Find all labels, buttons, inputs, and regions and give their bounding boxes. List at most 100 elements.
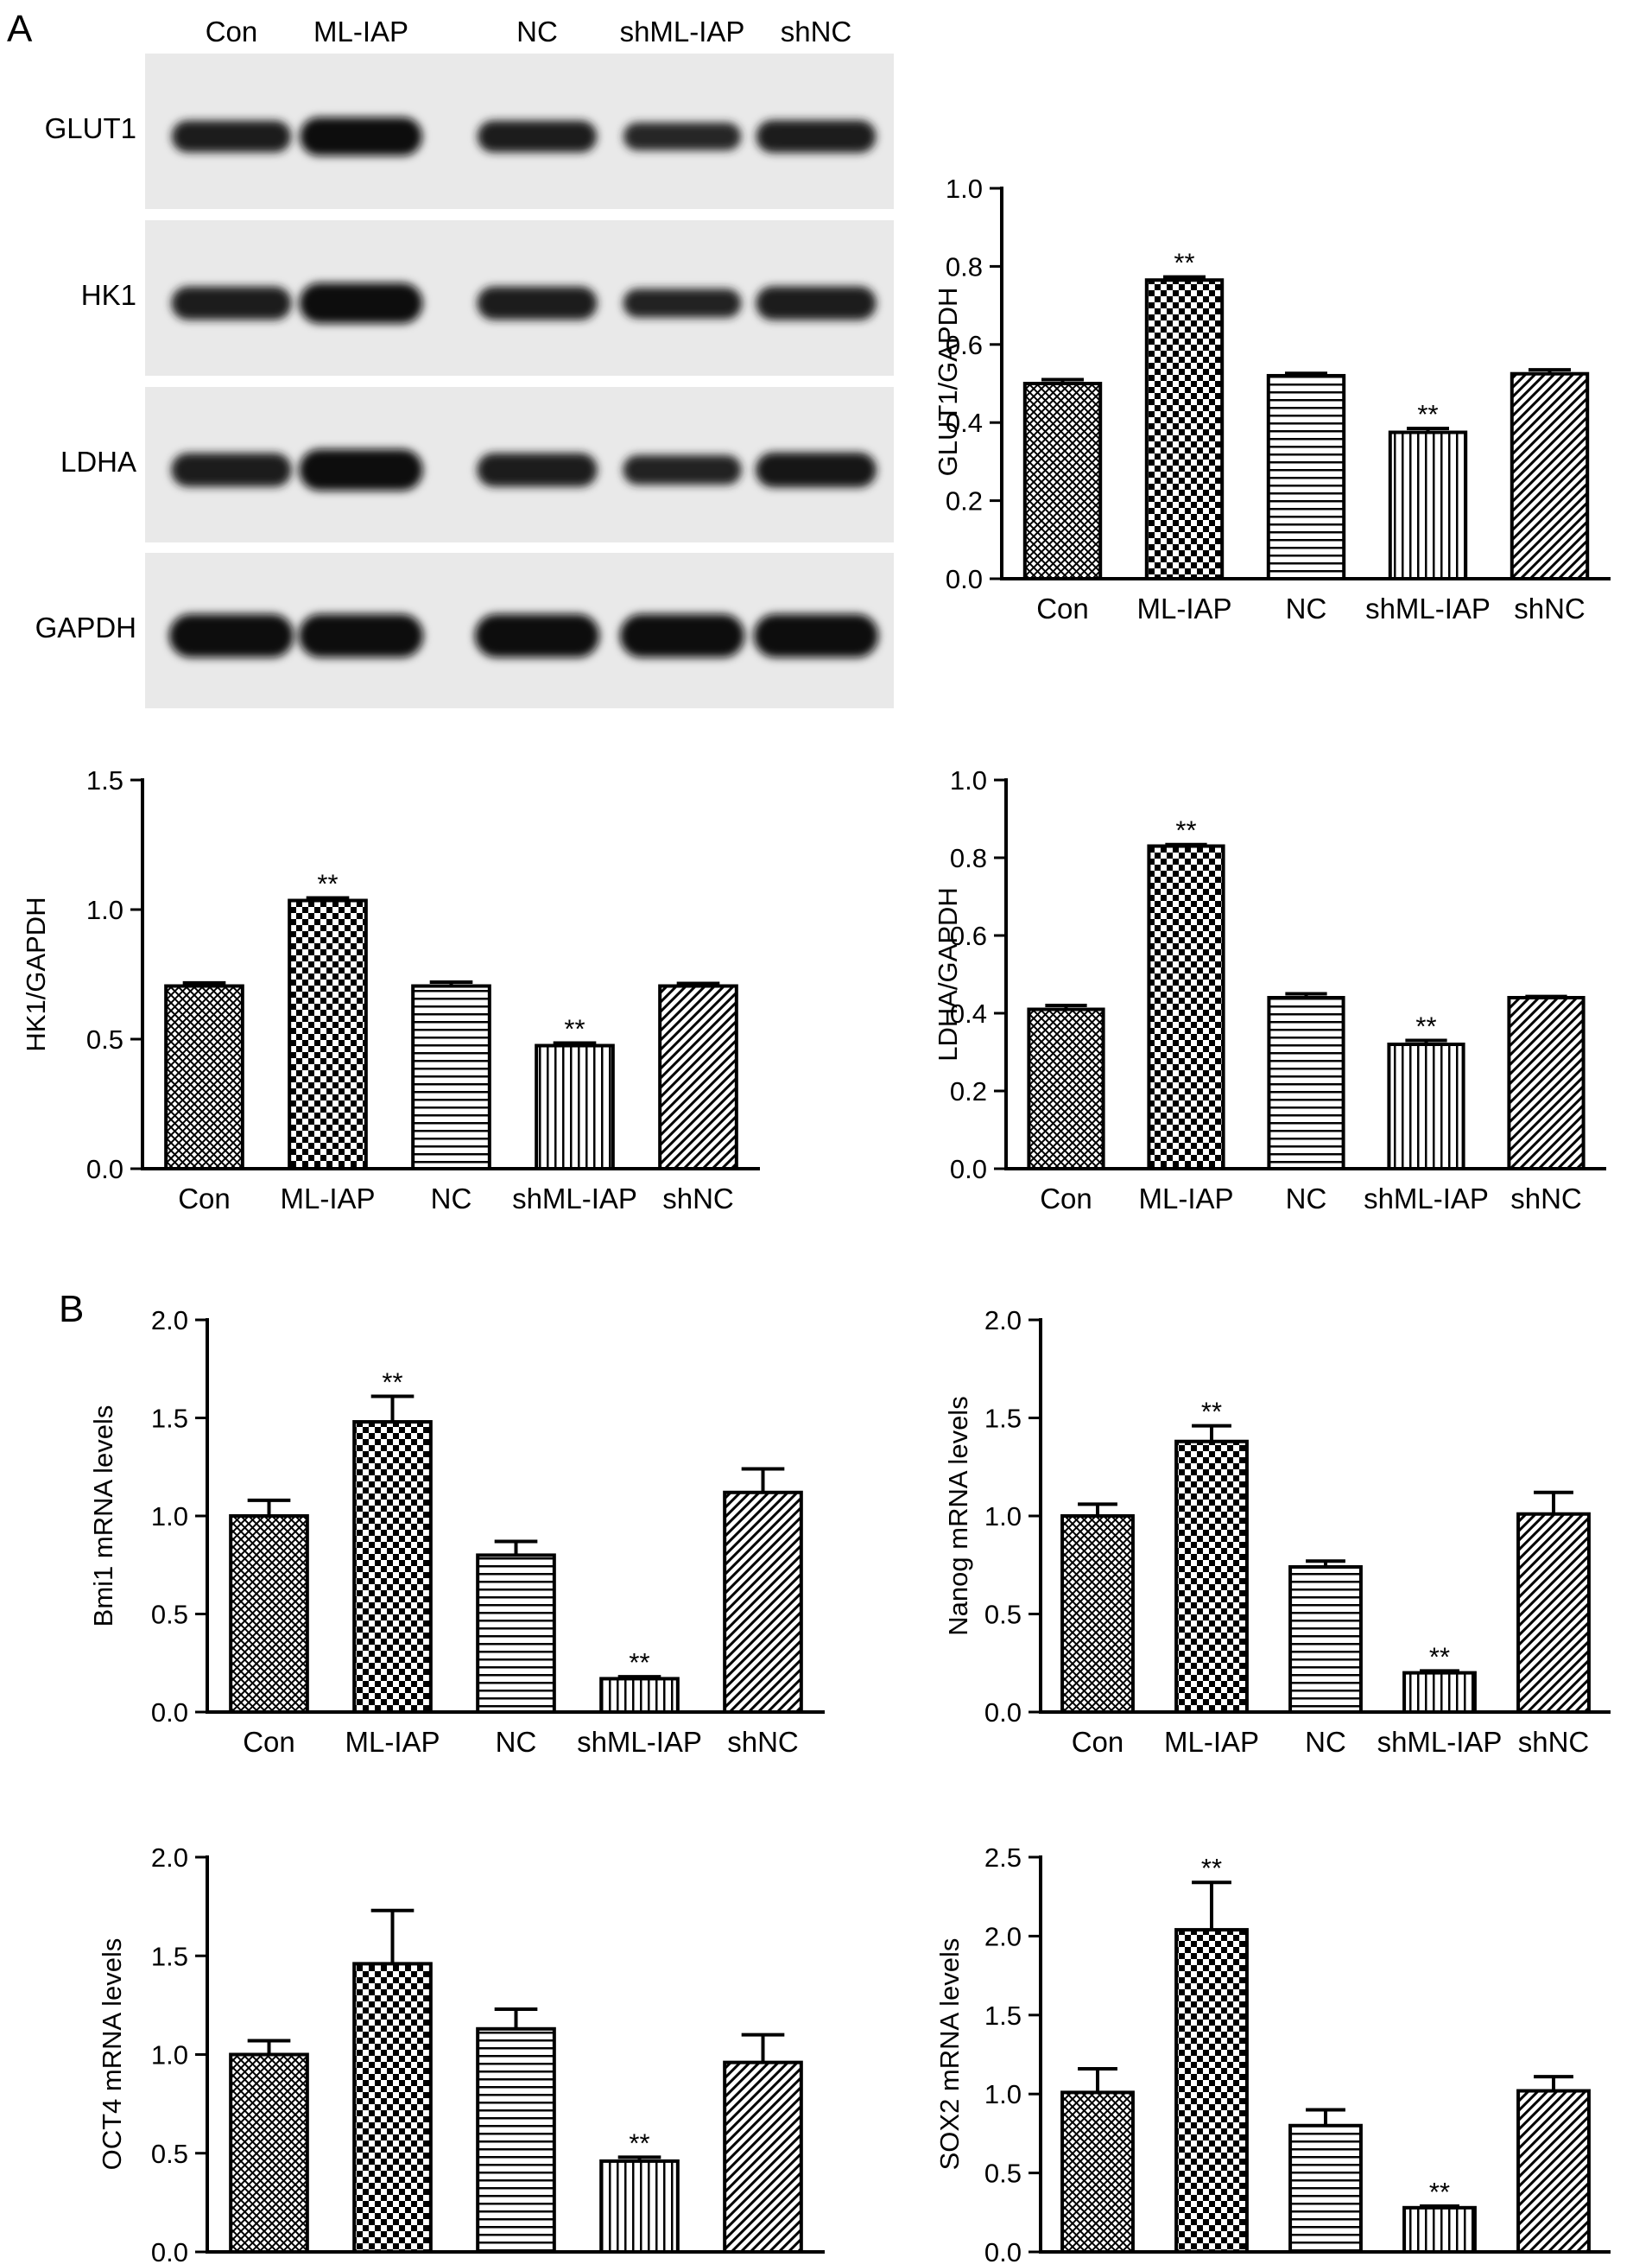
blot-band-gapdh-ml-iap <box>298 613 424 658</box>
bar-shnc <box>723 1490 803 1715</box>
bar-nc <box>1288 1565 1363 1715</box>
blot-band-ldha-con <box>171 453 292 487</box>
blot-column-label-nc: NC <box>516 16 558 48</box>
blot-band-glut1-con <box>171 120 292 153</box>
significance-marker: ** <box>1415 1012 1436 1042</box>
bar-ml-iap <box>288 898 368 1170</box>
y-tick-label: 0.0 <box>984 1697 1022 1728</box>
bar-shnc <box>723 2060 803 2254</box>
bar-shnc <box>658 984 738 1170</box>
x-tick-label-ml-iap: ML-IAP <box>1164 1726 1259 1758</box>
y-tick-label: 0.5 <box>86 1024 123 1055</box>
bar-nc <box>1267 996 1345 1170</box>
x-tick-label-shnc: shNC <box>1510 1183 1582 1214</box>
chart-hk1-gapdh: 0.0 0.5 1.0 1.5 HK1/GAPDH Con ** ML-IAP NC ** shML… <box>21 765 760 1214</box>
x-tick-label-ml-iap: ML-IAP <box>345 1726 440 1758</box>
y-tick-label: 1.0 <box>946 174 983 204</box>
y-tick-label: 2.5 <box>984 1842 1022 1873</box>
y-axis-label: GLUT1/GAPDH <box>933 288 963 477</box>
blot-band-gapdh-con <box>168 613 294 658</box>
blot-band-hk1-nc <box>477 286 598 320</box>
panel-label-b: B <box>59 1288 84 1330</box>
x-tick-label-con: Con <box>178 1183 231 1214</box>
blot-column-labels: Con ML-IAP NC shML-IAP shNC <box>206 16 852 48</box>
y-tick-label: 0.5 <box>984 2159 1022 2189</box>
y-tick-label: 2.0 <box>984 1921 1022 1951</box>
panel-label-a: A <box>7 8 33 50</box>
bar-nc <box>411 984 491 1170</box>
bar-ml-iap <box>352 1420 433 1715</box>
y-tick-label: 0.5 <box>151 1600 188 1630</box>
y-tick-label: 0.6 <box>946 330 983 360</box>
blot-band-ldha-shnc <box>756 452 877 488</box>
significance-marker: ** <box>1201 1853 1222 1883</box>
y-tick-label: 2.0 <box>151 1842 188 1873</box>
y-axis-label: HK1/GAPDH <box>21 897 51 1051</box>
x-tick-label-nc: NC <box>431 1183 472 1214</box>
y-tick-label: 1.5 <box>984 1404 1022 1434</box>
x-tick-label-con: Con <box>1036 593 1089 625</box>
blot-row-label: GLUT1 <box>45 112 136 144</box>
blot-row-ldha: LDHA <box>60 387 894 542</box>
bar-shml-iap <box>599 2159 680 2254</box>
y-tick-label: 0.8 <box>950 843 987 873</box>
bar-shml-iap <box>535 1043 615 1170</box>
y-tick-label: 0.0 <box>950 1154 987 1184</box>
bar-shml-iap <box>1402 1671 1477 1714</box>
blot-band-glut1-nc <box>477 120 598 153</box>
bar-shnc <box>1516 1512 1591 1714</box>
blot-rows: GLUT1 HK1 LDHA GAPDH <box>35 54 894 708</box>
x-tick-label-con: Con <box>1072 1726 1124 1758</box>
blot-band-ldha-nc <box>477 453 598 487</box>
y-tick-label: 0.5 <box>151 2139 188 2169</box>
bar-shml-iap <box>1387 1043 1465 1170</box>
blot-row-label: HK1 <box>81 279 136 311</box>
bar-con <box>1060 1514 1135 1714</box>
y-tick-label: 2.0 <box>151 1305 188 1335</box>
chart-nanog-mrna: 0.0 0.5 1.0 1.5 2.0 Nanog mRNA levels Con ** ML-… <box>943 1305 1611 1758</box>
bar-ml-iap <box>1174 1928 1249 2254</box>
blot-band-glut1-ml-iap <box>300 117 422 156</box>
bar-shml-iap <box>1402 2205 1477 2254</box>
blot-row-gapdh: GAPDH <box>35 553 894 708</box>
y-tick-label: 0.5 <box>984 1600 1022 1630</box>
y-tick-label: 0.4 <box>950 999 987 1029</box>
bar-con <box>1027 1007 1105 1170</box>
bar-shnc <box>1507 996 1586 1170</box>
bar-ml-iap <box>1174 1439 1249 1714</box>
blot-column-label-shnc: shNC <box>781 16 852 48</box>
y-axis-label: SOX2 mRNA levels <box>934 1938 965 2171</box>
y-axis-label: LDHA/GAPDH <box>933 887 963 1062</box>
bar-nc <box>476 1553 556 1715</box>
y-tick-label: 0.2 <box>950 1076 987 1107</box>
x-tick-label-shml-iap: shML-IAP <box>1377 1726 1503 1758</box>
x-tick-label-nc: NC <box>496 1726 537 1758</box>
significance-marker: ** <box>629 2128 649 2158</box>
y-tick-label: 0.6 <box>950 921 987 951</box>
significance-marker: ** <box>1429 2177 1450 2207</box>
significance-marker: ** <box>629 1647 649 1677</box>
significance-marker: ** <box>382 1367 402 1398</box>
bar-nc <box>1288 2123 1363 2254</box>
significance-marker: ** <box>1201 1397 1222 1427</box>
y-tick-label: 0.0 <box>946 564 983 594</box>
bar-con <box>229 1514 309 1714</box>
bar-con <box>1022 382 1103 580</box>
blot-column-label-con: Con <box>206 16 258 48</box>
blot-band-gapdh-shml-iap <box>619 613 745 658</box>
bar-con <box>229 2052 309 2254</box>
y-tick-label: 1.0 <box>151 1501 188 1532</box>
x-tick-label-ml-iap: ML-IAP <box>1136 593 1231 625</box>
y-tick-label: 0.4 <box>946 408 983 438</box>
blot-row-glut1: GLUT1 <box>45 54 894 209</box>
blot-row-hk1: HK1 <box>81 220 894 376</box>
blot-band-hk1-ml-iap <box>299 282 423 324</box>
bar-shnc <box>1516 2089 1591 2254</box>
x-tick-label-shml-iap: shML-IAP <box>577 1726 702 1758</box>
y-axis-label: Nanog mRNA levels <box>943 1396 973 1635</box>
x-tick-label-shml-iap: shML-IAP <box>1364 1183 1489 1214</box>
y-axis-label: Bmi1 mRNA levels <box>88 1405 118 1627</box>
